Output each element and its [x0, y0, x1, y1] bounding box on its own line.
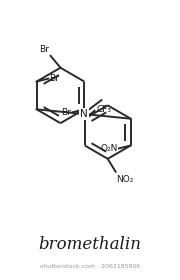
Text: CF₃: CF₃	[96, 105, 112, 114]
Text: shutterstock.com · 2062185806: shutterstock.com · 2062185806	[40, 264, 140, 269]
Text: NO₂: NO₂	[117, 175, 134, 184]
Text: Br: Br	[49, 74, 59, 83]
Text: Br: Br	[39, 45, 49, 54]
Text: N: N	[80, 109, 87, 119]
Text: Br: Br	[61, 108, 71, 117]
Text: bromethalin: bromethalin	[39, 236, 141, 253]
Text: O₂N: O₂N	[101, 144, 118, 153]
